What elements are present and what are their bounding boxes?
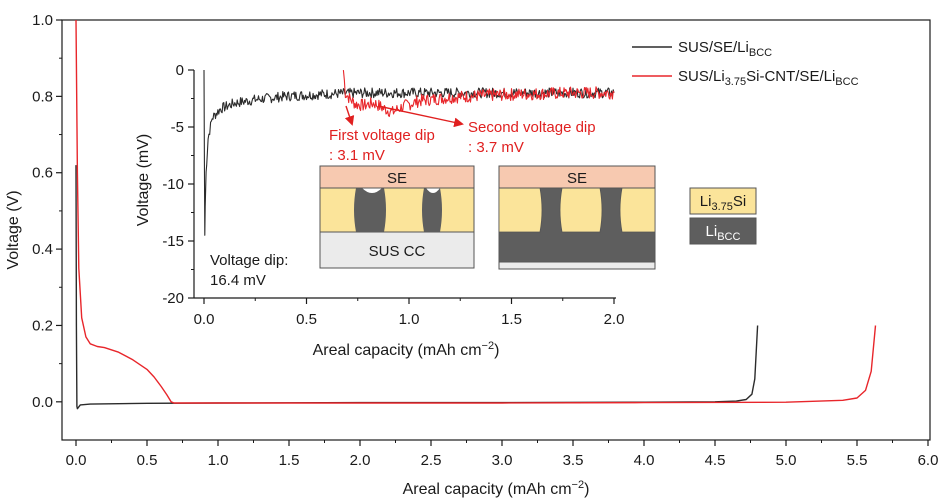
main-x-tick-label: 2.5 — [421, 452, 442, 469]
main-y-tick-label: 1.0 — [32, 12, 53, 29]
schematic-right: SE — [498, 165, 656, 270]
inset-series — [203, 69, 615, 236]
inset-y-tick-label: 0 — [176, 62, 184, 79]
inset-y-tick-label: -20 — [162, 290, 184, 307]
annotation-dip-second-value: : 3.7 mV — [468, 139, 524, 156]
main-x-tick-label: 5.5 — [847, 452, 868, 469]
main-x-tick-label: 4.0 — [634, 452, 655, 469]
schematic-left-sus-cc-label: SUS CC — [369, 243, 426, 260]
main-y-tick-label: 0.2 — [32, 317, 53, 334]
main-x-axis-label: Areal capacity (mAh cm−2) — [403, 479, 590, 498]
main-ticks: 0.0 0.5 1.0 1.5 2.0 2.5 3.0 3.5 4.0 4.5 5.0 5.5 6.0 0… — [32, 12, 938, 469]
schematic-legend-li-bcc-label: LiBCC — [706, 223, 741, 243]
schematic-left-void-2 — [426, 188, 440, 193]
inset-y-tick-label: -15 — [162, 233, 184, 250]
legend-label-black: SUS/SE/LiBCC — [678, 39, 772, 59]
main-x-tick-label: 3.5 — [563, 452, 584, 469]
main-series — [75, 19, 877, 410]
main-x-tick-label: 0.5 — [137, 452, 158, 469]
inset-y-tick-label: -5 — [171, 119, 184, 136]
schematic-left-li-bcc-gap-1 — [354, 188, 386, 232]
main-y-axis-label: Voltage (V) — [5, 190, 22, 269]
schematic-legend-li-bcc-swatch — [689, 217, 757, 245]
schematic-right-li-si-pillar-2 — [559, 187, 603, 233]
main-x-tick-label: 4.5 — [705, 452, 726, 469]
main-x-tick-label: 3.0 — [492, 452, 513, 469]
legend-label-red: SUS/Li3.75Si-CNT/SE/LiBCC — [678, 68, 859, 88]
schematic-left-li-bcc-gap-2 — [422, 188, 442, 232]
annotation-dip-first-value: : 3.1 mV — [329, 147, 385, 164]
main-legend: SUS/SE/LiBCC SUS/Li3.75Si-CNT/SE/LiBCC — [632, 39, 859, 88]
schematic-left-se-label: SE — [387, 170, 407, 187]
schematic-right-se-label: SE — [567, 170, 587, 187]
main-y-tick-label: 0.6 — [32, 165, 53, 182]
main-y-tick-label: 0.0 — [32, 394, 53, 411]
schematic-left-void-1 — [362, 188, 382, 193]
main-x-tick-label: 5.0 — [776, 452, 797, 469]
inset-x-tick-label: 0.5 — [296, 311, 317, 328]
schematic-right-se-layer — [498, 165, 656, 189]
main-x-tick-label: 6.0 — [918, 452, 939, 469]
annotation-dip-main-value: 16.4 mV — [210, 272, 266, 289]
main-y-tick-label: 0.8 — [32, 88, 53, 105]
inset-x-axis-label: Areal capacity (mAh cm−2) — [313, 340, 500, 359]
inset-series-line-red — [342, 70, 615, 118]
inset-chart: 0.0 0.5 1.0 1.5 2.0 0 -5 -10 -15 -20 Voltage (mV)… — [135, 62, 624, 359]
main-x-tick-label: 0.0 — [66, 452, 87, 469]
inset-x-tick-label: 1.5 — [501, 311, 522, 328]
main-series-line-red — [75, 19, 877, 404]
schematic-right-sus-cc — [498, 261, 656, 270]
main-plot-frame — [61, 19, 931, 441]
main-y-tick-label: 0.4 — [32, 241, 53, 258]
inset-series-line-black — [203, 69, 615, 236]
inset-x-tick-label: 1.0 — [399, 311, 420, 328]
schematic-legend: Li3.75Si LiBCC — [689, 187, 757, 245]
schematic-right-li-si-pillar-1 — [498, 187, 543, 233]
schematic-left: SE SUS CC — [319, 165, 475, 269]
inset-x-tick-label: 2.0 — [604, 311, 625, 328]
arrow-second-dip — [377, 105, 464, 128]
inset-ticks: 0.0 0.5 1.0 1.5 2.0 0 -5 -10 -15 -20 — [162, 62, 624, 328]
annotation-dip-first: First voltage dip — [329, 127, 435, 144]
schematic-right-li-si-pillar-3 — [619, 187, 656, 233]
schematic-legend-li-si-label: Li3.75Si — [700, 193, 746, 213]
inset-y-axis-label: Voltage (mV) — [135, 134, 152, 226]
annotation-dip-second: Second voltage dip — [468, 119, 596, 136]
schematic-legend-li-si-swatch — [689, 187, 757, 215]
main-x-tick-label: 1.0 — [208, 452, 229, 469]
main-x-tick-label: 2.0 — [350, 452, 371, 469]
arrow-first-dip — [344, 105, 355, 126]
annotation-dip-main: Voltage dip: — [210, 252, 288, 269]
main-x-tick-label: 1.5 — [279, 452, 300, 469]
schematic-left-li-si-layer — [319, 187, 475, 233]
inset-x-tick-label: 0.0 — [194, 311, 215, 328]
schematic-left-se-layer — [319, 165, 475, 189]
inset-y-tick-label: -10 — [162, 176, 184, 193]
